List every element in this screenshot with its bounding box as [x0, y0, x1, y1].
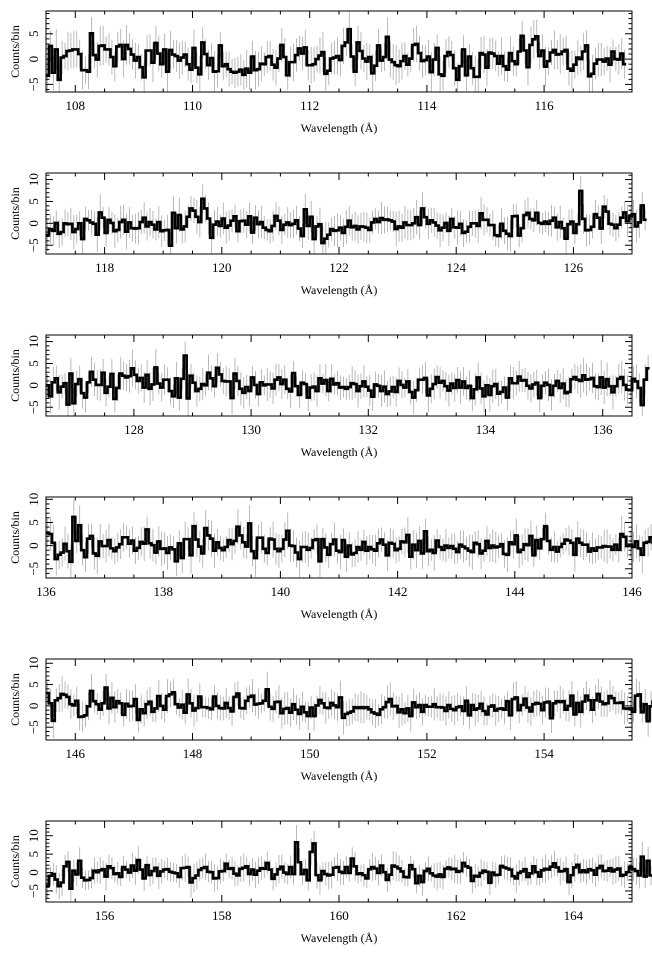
y-tick-label: 5 [26, 681, 41, 688]
x-axis-label: Wavelength (Å) [301, 283, 378, 297]
spectrum-step-line [46, 189, 647, 247]
y-ticks [46, 658, 632, 741]
x-tick-label: 164 [564, 908, 584, 923]
y-tick-label: 0 [26, 220, 41, 227]
x-ticks [45, 659, 633, 740]
x-ticks [45, 11, 633, 92]
spectrum-panel-2: 118 120 122 124 126 −5 0 5 10 Wavelength (Å) Count… [8, 172, 647, 297]
x-ticks [45, 335, 633, 416]
y-tick-label: 10 [26, 493, 41, 506]
x-tick-label: 162 [446, 908, 466, 923]
x-tick-label: 112 [300, 98, 319, 113]
y-tick-label: −5 [26, 238, 41, 252]
y-tick-label: −5 [26, 77, 41, 91]
y-axis-label: Counts/bin [8, 349, 22, 402]
x-tick-label: 150 [300, 746, 320, 761]
spectrum-step-line [46, 515, 652, 564]
y-ticks [46, 336, 632, 417]
x-tick-label: 142 [388, 584, 408, 599]
y-tick-label: 0 [26, 703, 41, 710]
y-tick-label: 10 [26, 335, 41, 348]
x-axis-label: Wavelength (Å) [301, 931, 378, 945]
x-axis-label: Wavelength (Å) [301, 445, 378, 459]
y-tick-label: 0 [26, 869, 41, 876]
y-axis-label: Counts/bin [8, 25, 22, 78]
x-axis-label: Wavelength (Å) [301, 607, 378, 621]
x-tick-label: 136 [593, 422, 613, 437]
x-tick-label: 154 [534, 746, 554, 761]
error-bars [47, 176, 646, 254]
y-ticks [46, 498, 632, 579]
spectrum-step-line [46, 354, 650, 407]
x-ticks [45, 173, 633, 254]
y-tick-label: −5 [26, 720, 41, 734]
y-tick-label: 10 [26, 829, 41, 842]
error-bars [47, 499, 652, 578]
spectrum-step-line [46, 841, 652, 891]
x-tick-label: 124 [446, 260, 466, 275]
x-tick-label: 108 [66, 98, 86, 113]
plot-frame [45, 172, 633, 255]
y-axis-label: Counts/bin [8, 673, 22, 726]
x-tick-label: 134 [476, 422, 496, 437]
y-tick-label: 0 [26, 382, 41, 389]
x-tick-label: 160 [329, 908, 349, 923]
spectrum-panel-5: 146 148 150 152 154 −5 0 5 10 Wavelength (Å) Count… [8, 657, 652, 783]
x-tick-label: 140 [271, 584, 291, 599]
y-tick-label: −5 [26, 884, 41, 898]
x-tick-label: 130 [241, 422, 261, 437]
x-tick-label: 120 [212, 260, 232, 275]
spectrum-panel-6: 156 158 160 162 164 −5 0 5 10 Wavelength (Å) Count… [8, 820, 652, 945]
spectrum-step-line [46, 686, 652, 723]
x-tick-label: 152 [417, 746, 437, 761]
y-tick-label: 5 [26, 31, 41, 38]
y-tick-label: 5 [26, 519, 41, 526]
y-tick-label: 10 [26, 173, 41, 186]
y-tick-label: 5 [26, 360, 41, 367]
x-tick-label: 132 [359, 422, 379, 437]
plot-frame [45, 820, 633, 903]
y-tick-label: 5 [26, 851, 41, 858]
y-tick-label: −5 [26, 400, 41, 414]
y-tick-label: 10 [26, 657, 41, 670]
x-tick-label: 144 [505, 584, 525, 599]
x-tick-label: 126 [564, 260, 584, 275]
y-ticks [46, 13, 632, 90]
x-tick-label: 110 [183, 98, 202, 113]
x-tick-label: 146 [622, 584, 642, 599]
x-tick-label: 138 [153, 584, 173, 599]
x-tick-label: 146 [66, 746, 86, 761]
y-axis-label: Counts/bin [8, 187, 22, 240]
spectrum-panel-1: 108 110 112 114 116 −5 0 5 Wavelength (Å) Counts/… [8, 10, 633, 135]
x-axis-label: Wavelength (Å) [301, 121, 378, 135]
spectrum-panel-3: 128 130 132 134 136 −5 0 5 10 Wavelength (Å) Count… [8, 334, 650, 459]
x-tick-label: 122 [329, 260, 349, 275]
error-bars [47, 671, 652, 739]
x-tick-label: 158 [212, 908, 232, 923]
spectrum-panel-4: 136 138 140 142 144 146 −5 0 5 10 Wavelength (Å) Co… [8, 493, 652, 621]
y-tick-label: 0 [26, 542, 41, 549]
y-tick-label: 5 [26, 198, 41, 205]
x-tick-label: 116 [535, 98, 555, 113]
x-ticks [45, 821, 633, 902]
spectrum-step-line [46, 27, 627, 82]
y-tick-label: 0 [26, 56, 41, 63]
x-tick-label: 156 [95, 908, 115, 923]
x-tick-label: 114 [417, 98, 437, 113]
y-axis-label: Counts/bin [8, 511, 22, 564]
x-tick-label: 118 [95, 260, 114, 275]
x-tick-label: 128 [124, 422, 144, 437]
x-ticks [45, 497, 633, 578]
x-tick-label: 148 [183, 746, 203, 761]
y-ticks [46, 820, 632, 903]
y-ticks [46, 174, 632, 255]
x-tick-label: 136 [36, 584, 56, 599]
y-tick-label: −5 [26, 562, 41, 576]
y-axis-label: Counts/bin [8, 835, 22, 888]
x-axis-label: Wavelength (Å) [301, 769, 378, 783]
